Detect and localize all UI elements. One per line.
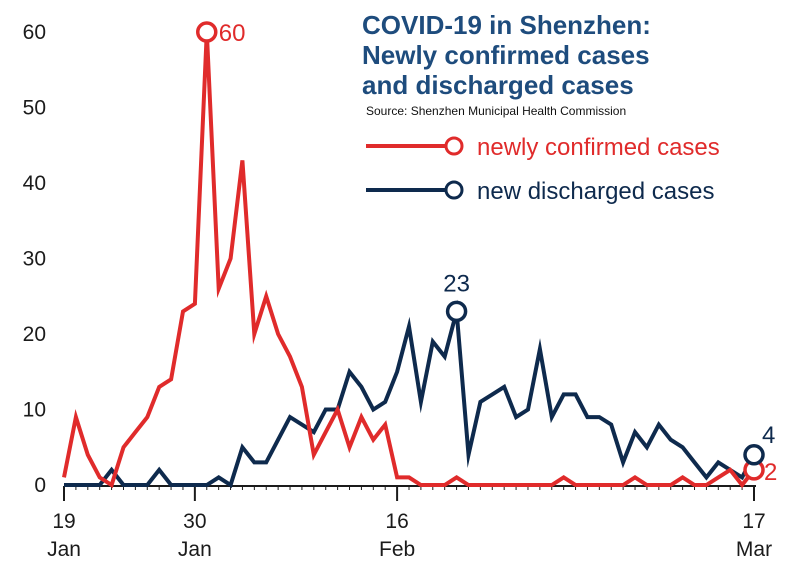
peak-marker-discharged [445, 300, 468, 323]
chart-source: Source: Shenzhen Municipal Health Commis… [366, 104, 626, 118]
series-layer [62, 31, 756, 489]
x-tick-label: 19 [52, 510, 75, 533]
end-label-discharged: 4 [762, 422, 775, 449]
annotation-layer: 60 2 23 4 [196, 20, 777, 486]
peak-label-confirmed: 60 [219, 20, 246, 47]
peak-label-discharged: 23 [443, 270, 470, 297]
x-tick-label: 30 [183, 510, 206, 533]
x-tick-month-label: Jan [178, 538, 212, 561]
peak-marker-confirmed [196, 21, 218, 43]
x-tick-label: 16 [385, 510, 408, 533]
y-tick-label: 50 [23, 97, 46, 120]
y-tick-label: 40 [23, 172, 46, 195]
legend-marker-confirmed [444, 136, 464, 156]
y-tick-label: 60 [23, 21, 46, 44]
y-tick-label: 20 [23, 323, 46, 346]
legend: newly confirmed cases new discharged cas… [366, 134, 720, 205]
x-tick-month-label: Feb [379, 538, 415, 561]
x-tick-month-label: Mar [736, 538, 772, 561]
legend-label-confirmed: newly confirmed cases [477, 134, 720, 161]
end-marker-discharged [743, 444, 765, 466]
y-tick-label: 30 [23, 248, 46, 271]
series-line-discharged [64, 299, 756, 489]
y-tick-label: 10 [23, 399, 46, 422]
legend-marker-discharged [444, 180, 464, 200]
chart-title: COVID-19 in Shenzhen: Newly confirmed ca… [362, 10, 651, 118]
chart-title-line-2: Newly confirmed cases [362, 40, 650, 70]
chart-title-line-1: COVID-19 in Shenzhen: [362, 10, 651, 40]
x-tick-month-label: Jan [47, 538, 81, 561]
axes: 0 10 20 30 40 50 60 19 Jan 30 Jan 16 Feb 17 Mar [23, 21, 772, 561]
x-tick-label: 17 [742, 510, 765, 533]
legend-label-discharged: new discharged cases [477, 178, 714, 205]
y-tick-label: 0 [34, 474, 46, 497]
chart-title-line-3: and discharged cases [362, 70, 634, 100]
series-line-confirmed [62, 31, 756, 489]
end-label-confirmed: 2 [764, 459, 777, 486]
